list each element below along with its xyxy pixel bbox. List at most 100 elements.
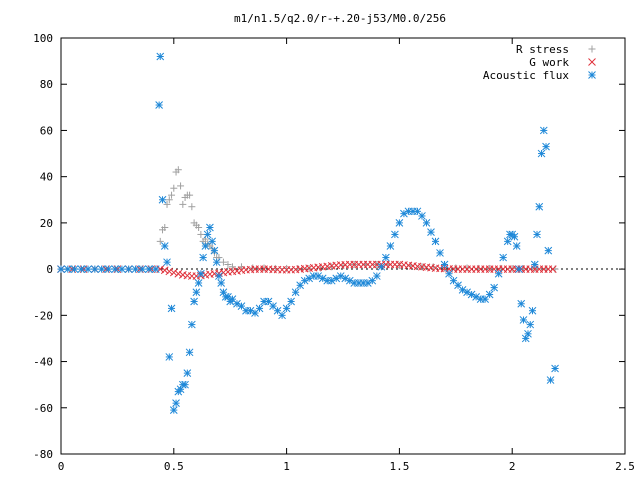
- data-point: [524, 329, 532, 338]
- axes: 0 0.5 1 1.5 2 2.5 -80 -60 -40 -20 0 20 40 60 80 100: [33, 32, 635, 473]
- data-point: [206, 223, 214, 232]
- data-point: [271, 264, 279, 272]
- data-point: [158, 195, 167, 204]
- data-point: [436, 249, 444, 257]
- data-point: [503, 237, 512, 246]
- y-tick-label: -80: [33, 448, 53, 461]
- data-point: [190, 297, 198, 306]
- data-point: [287, 297, 295, 306]
- data-point: [57, 265, 65, 273]
- data-point: [528, 306, 537, 315]
- legend-marker: [588, 45, 596, 53]
- data-point: [386, 242, 395, 250]
- data-point: [163, 200, 171, 208]
- data-point: [422, 219, 431, 227]
- data-point: [160, 242, 169, 250]
- data-point: [217, 279, 226, 287]
- data-point: [255, 304, 264, 313]
- data-point: [195, 224, 203, 232]
- data-point: [300, 276, 309, 285]
- data-point: [160, 266, 169, 275]
- data-point: [429, 263, 437, 271]
- data-point: [530, 260, 539, 269]
- x-tick-label: 2.5: [615, 460, 635, 473]
- data-point: [170, 184, 178, 192]
- data-point: [544, 246, 553, 255]
- x-tick-label: 2: [509, 460, 516, 473]
- y-tick-label: 40: [40, 171, 53, 184]
- data-point: [172, 399, 180, 408]
- data-point: [282, 304, 291, 313]
- data-point: [269, 302, 277, 310]
- x-tick-label: 0.5: [164, 460, 184, 473]
- data-point: [179, 200, 187, 208]
- y-tick-label: 20: [40, 217, 53, 230]
- data-point: [165, 196, 173, 204]
- y-tick-label: 60: [40, 124, 53, 137]
- data-point: [90, 265, 99, 273]
- data-point: [165, 353, 174, 361]
- data-point: [138, 265, 147, 273]
- legend-label: G work: [529, 56, 569, 69]
- data-point: [156, 237, 164, 245]
- data-point: [104, 265, 113, 273]
- data-point: [186, 191, 194, 199]
- data-point: [328, 263, 336, 271]
- data-point: [77, 265, 86, 273]
- data-point: [526, 320, 535, 329]
- chart-title: m1/n1.5/q2.0/r-+.20-j53/M0.0/256: [234, 12, 446, 25]
- data-point: [97, 265, 106, 273]
- data-point: [327, 276, 336, 285]
- data-point: [382, 253, 390, 262]
- data-point: [63, 265, 72, 273]
- data-point: [368, 276, 377, 285]
- data-point: [237, 263, 245, 271]
- data-point: [219, 258, 227, 266]
- data-point: [519, 316, 528, 324]
- data-point: [445, 269, 453, 278]
- data-point: [111, 265, 119, 273]
- data-point: [228, 263, 236, 271]
- x-tick-label: 0: [58, 460, 65, 473]
- data-point: [551, 364, 559, 373]
- data-point: [377, 262, 386, 271]
- data-point: [224, 260, 232, 268]
- data-point: [167, 304, 176, 313]
- y-tick-label: -60: [33, 402, 53, 415]
- data-point: [203, 230, 212, 239]
- data-point: [197, 230, 205, 238]
- data-point: [458, 286, 467, 294]
- legend-marker: [588, 71, 596, 79]
- data-point: [118, 265, 126, 273]
- data-point: [510, 232, 519, 241]
- y-tick-label: 0: [46, 263, 53, 276]
- data-point: [515, 265, 523, 273]
- data-point: [169, 406, 178, 414]
- data-point: [131, 265, 140, 273]
- data-point: [440, 260, 449, 269]
- data-point: [427, 228, 435, 236]
- data-point: [212, 258, 221, 267]
- legend-label: Acoustic flux: [483, 69, 569, 82]
- data-point: [537, 149, 546, 158]
- data-point: [431, 237, 440, 246]
- data-point: [84, 265, 92, 273]
- data-point: [512, 242, 521, 250]
- data-point: [145, 265, 153, 273]
- data-point: [156, 52, 165, 61]
- data-point: [485, 290, 494, 299]
- data-point: [260, 264, 268, 272]
- legend-marker: [588, 58, 596, 66]
- data-point: [192, 288, 201, 297]
- data-point: [283, 264, 291, 272]
- data-point: [517, 299, 526, 308]
- data-point: [161, 224, 169, 232]
- data-point: [174, 269, 183, 278]
- data-point: [188, 203, 196, 211]
- data-point: [151, 265, 160, 273]
- data-point: [168, 191, 176, 199]
- data-point: [395, 219, 404, 227]
